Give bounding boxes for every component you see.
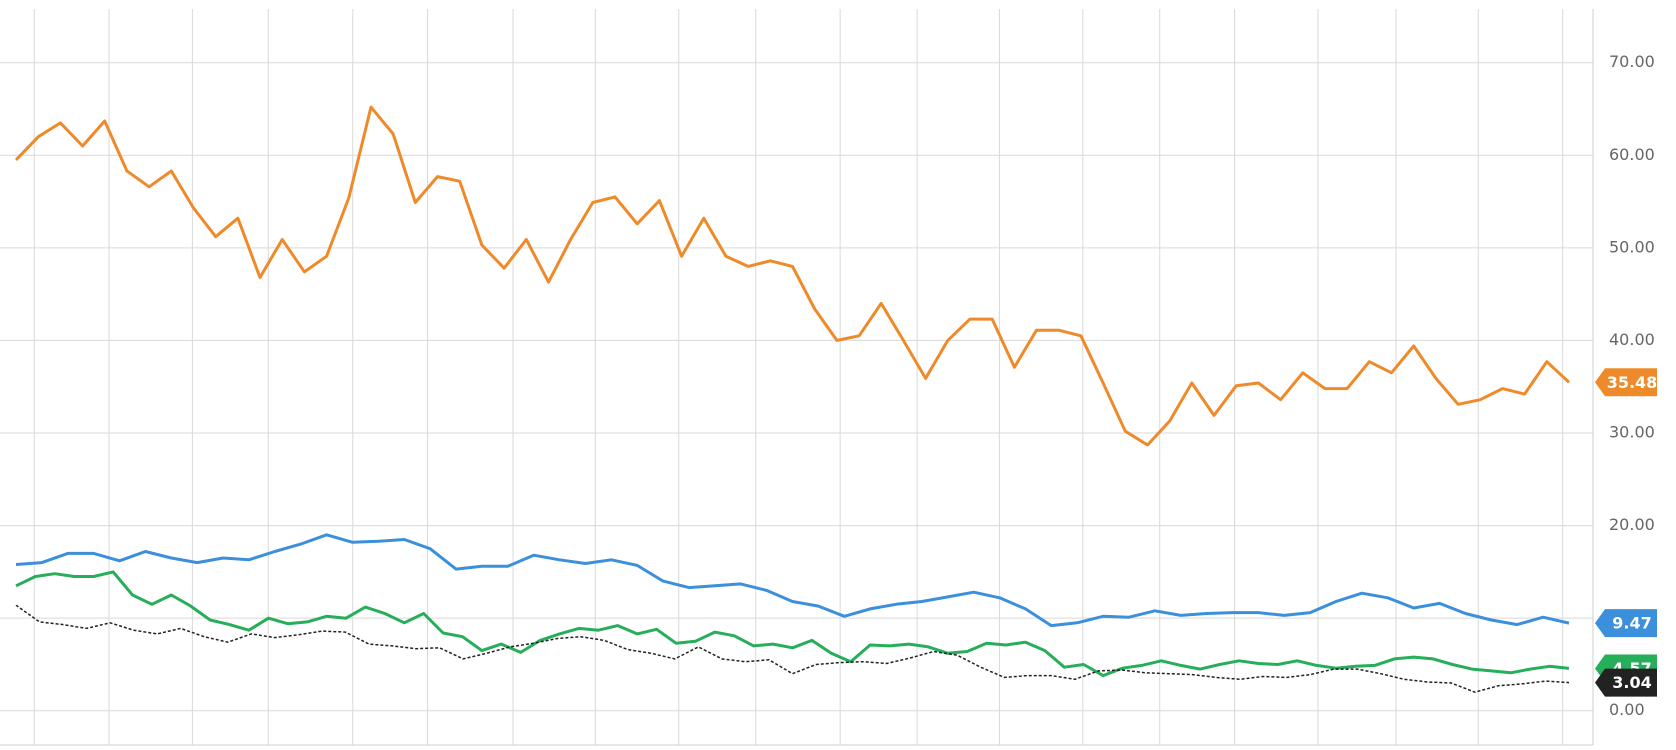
value-tag: 9.47 [1595, 609, 1657, 638]
y-tick-label: 20.00 [1609, 515, 1655, 534]
y-tick-label: 70.00 [1609, 52, 1655, 71]
value-tag-label: 3.04 [1612, 673, 1651, 692]
y-tick-label: 0.00 [1609, 700, 1645, 719]
y-tick-label: 30.00 [1609, 423, 1655, 442]
value-tag-shape [1595, 368, 1657, 397]
value-tag-label: 9.47 [1612, 614, 1651, 633]
series-line [15, 570, 1570, 678]
y-tick-label: 60.00 [1609, 145, 1655, 164]
value-tag-label: 35.48 [1607, 373, 1658, 392]
value-tag-shape [1595, 609, 1657, 638]
series-line [15, 533, 1570, 628]
value-tag-shape [1595, 668, 1657, 697]
y-tick-label: 40.00 [1609, 330, 1655, 349]
series-line [14, 105, 1571, 447]
series-line [15, 604, 1570, 693]
y-tick-label: 50.00 [1609, 237, 1655, 256]
value-tag: 3.04 [1595, 668, 1657, 697]
value-tag: 35.48 [1595, 368, 1658, 397]
